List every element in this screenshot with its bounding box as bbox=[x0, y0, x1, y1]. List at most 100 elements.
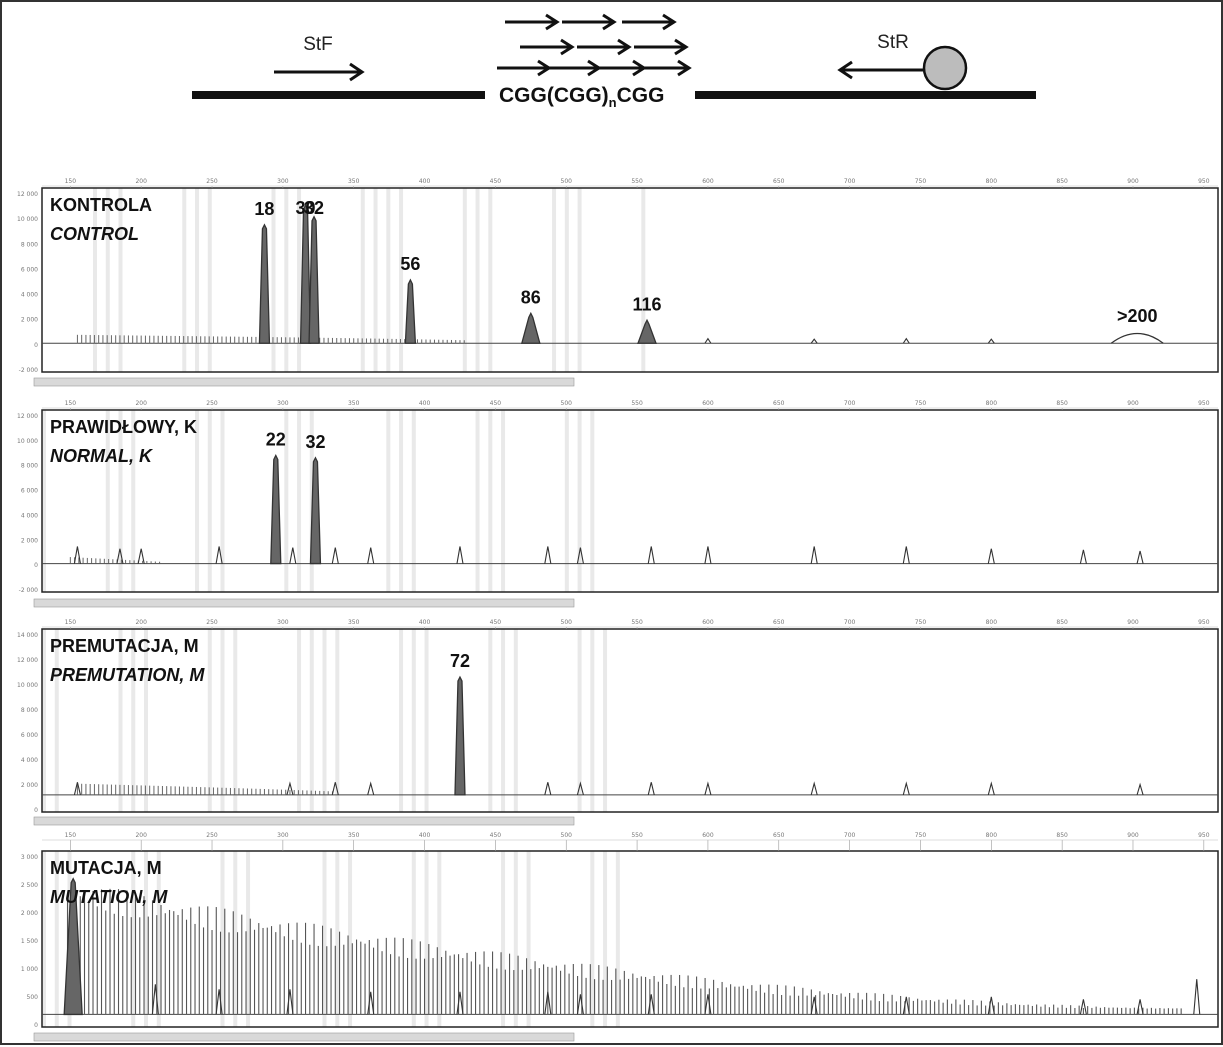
x-tick-label: 250 bbox=[206, 178, 218, 185]
allele-peaks: 22 32 bbox=[266, 430, 325, 565]
size-standard-peak bbox=[286, 989, 294, 1015]
allele-peak bbox=[308, 215, 320, 344]
y-tick-label: 2 500 bbox=[21, 882, 38, 889]
size-standard-peak bbox=[576, 781, 584, 795]
x-tick-label: 650 bbox=[773, 832, 785, 839]
x-tick-label: 600 bbox=[702, 178, 714, 185]
stutter-peaks bbox=[76, 783, 333, 795]
x-tick-label: 250 bbox=[206, 619, 218, 626]
x-tick-label: 550 bbox=[631, 832, 643, 839]
repeat-arrow bbox=[622, 13, 677, 31]
panel-subtitle: PREMUTATION, M bbox=[50, 665, 205, 685]
x-tick-label: 200 bbox=[135, 400, 147, 407]
repeat-arrow bbox=[547, 59, 602, 77]
panel-subtitle: CONTROL bbox=[50, 224, 139, 244]
pcr-diagram: StF StR CGG(CGG)nCGG bbox=[192, 13, 1036, 110]
size-standard-peak bbox=[987, 548, 995, 564]
plot-frame bbox=[41, 628, 1219, 813]
size-standard-peak bbox=[215, 546, 223, 564]
x-tick-label: 150 bbox=[65, 832, 77, 839]
x-tick-label: 550 bbox=[631, 400, 643, 407]
x-tick-label: 700 bbox=[844, 178, 856, 185]
x-tick-label: 450 bbox=[490, 832, 502, 839]
size-standard-peak bbox=[331, 782, 339, 795]
x-tick-label: 350 bbox=[348, 400, 360, 407]
y-tick-label: 12 000 bbox=[17, 191, 38, 198]
x-tick-label: 800 bbox=[986, 619, 998, 626]
x-tick-label: 500 bbox=[561, 178, 573, 185]
size-standard-peak bbox=[810, 996, 818, 1015]
y-tick-label: -2 000 bbox=[19, 367, 39, 374]
allele-peak bbox=[454, 675, 466, 796]
reverse-primer-arrow bbox=[837, 60, 932, 80]
size-standard-peak bbox=[810, 546, 818, 564]
peak-label: 56 bbox=[400, 254, 420, 274]
repeat-label: CGG(CGG)nCGG bbox=[499, 84, 664, 110]
y-tick-label: 6 000 bbox=[21, 266, 38, 273]
x-tick-label: 950 bbox=[1198, 178, 1210, 185]
size-standard-peak bbox=[576, 547, 584, 564]
size-standard-peak bbox=[647, 782, 655, 795]
x-axis: 150 200 250 300 350 400 450 500 550 600 650 700 750 8… bbox=[42, 832, 1218, 851]
repeat-arrow bbox=[505, 13, 560, 31]
size-standard-peak bbox=[116, 548, 124, 564]
size-standard-peak bbox=[704, 546, 712, 564]
y-tick-label: 2 000 bbox=[21, 910, 38, 917]
size-standard-peak bbox=[151, 984, 159, 1015]
size-standard-peak bbox=[367, 547, 375, 564]
y-tick-label: 2 000 bbox=[21, 537, 38, 544]
allele-peak bbox=[404, 278, 417, 344]
x-tick-label: 750 bbox=[915, 832, 927, 839]
size-standard-peaks bbox=[73, 781, 1144, 795]
x-tick-label: 750 bbox=[915, 400, 927, 407]
size-standard-peak bbox=[704, 994, 712, 1015]
x-tick-label: 700 bbox=[844, 832, 856, 839]
y-tick-label: 0 bbox=[34, 342, 38, 349]
y-tick-label: -2 000 bbox=[19, 587, 39, 594]
y-tick-label: 0 bbox=[34, 807, 38, 814]
y-axis: 12 000 10 000 8 000 6 000 4 000 2 000 0 -2 000 bbox=[17, 413, 38, 594]
panel-title: MUTACJA, M bbox=[50, 858, 162, 878]
repeat-arrow bbox=[562, 13, 617, 31]
size-standard-peak bbox=[987, 781, 995, 795]
size-standard-peak bbox=[1136, 782, 1144, 795]
allele-peak bbox=[520, 311, 541, 344]
x-tick-label: 500 bbox=[561, 400, 573, 407]
x-tick-label: 450 bbox=[490, 619, 502, 626]
x-tick-label: 500 bbox=[561, 832, 573, 839]
y-tick-label: 10 000 bbox=[17, 216, 38, 223]
y-axis: 3 000 2 500 2 000 1 500 1 000 500 0 bbox=[21, 854, 38, 1029]
size-standard-peak bbox=[704, 337, 712, 344]
x-tick-label: 350 bbox=[348, 178, 360, 185]
size-standard-peak bbox=[544, 991, 552, 1015]
x-tick-label: 850 bbox=[1056, 832, 1068, 839]
stutter-peaks bbox=[69, 557, 161, 564]
y-tick-label: 8 000 bbox=[21, 463, 38, 470]
y-tick-label: 4 000 bbox=[21, 292, 38, 299]
size-standard-peak bbox=[331, 547, 339, 564]
x-tick-label: 950 bbox=[1198, 619, 1210, 626]
panel-title: KONTROLA bbox=[50, 195, 152, 215]
x-axis: 150 200 250 300 350 400 450 500 550 600 650 700 750 8… bbox=[42, 178, 1218, 188]
allele-peak bbox=[270, 454, 282, 565]
x-tick-label: 300 bbox=[277, 178, 289, 185]
electropherogram-panel: 150 200 250 300 350 400 450 500 550 600 650 700 750 8… bbox=[17, 400, 1219, 608]
size-standard-peak bbox=[289, 547, 297, 564]
size-standard-peak bbox=[1136, 999, 1144, 1015]
x-tick-label: 650 bbox=[773, 619, 785, 626]
x-tick-label: 350 bbox=[348, 619, 360, 626]
size-standard-peak bbox=[1079, 549, 1087, 564]
x-tick-label: 200 bbox=[135, 832, 147, 839]
x-tick-label: 350 bbox=[348, 832, 360, 839]
size-standard-peak bbox=[456, 991, 464, 1015]
size-standard-peak bbox=[544, 782, 552, 795]
y-tick-label: 1 500 bbox=[21, 938, 38, 945]
x-tick-label: 400 bbox=[419, 178, 431, 185]
size-standard-peak bbox=[576, 994, 584, 1015]
x-tick-label: 150 bbox=[65, 178, 77, 185]
size-standard-peak bbox=[987, 996, 995, 1015]
panel-subtitle: MUTATION, M bbox=[50, 887, 168, 907]
